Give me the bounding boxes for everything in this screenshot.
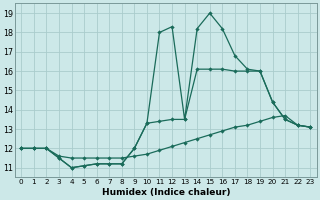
X-axis label: Humidex (Indice chaleur): Humidex (Indice chaleur) [101, 188, 230, 197]
